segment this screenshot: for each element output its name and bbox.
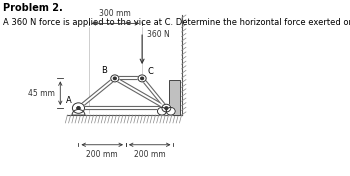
Text: C: C (147, 67, 153, 76)
Circle shape (162, 104, 171, 112)
Circle shape (77, 107, 80, 109)
Circle shape (111, 75, 119, 82)
Circle shape (138, 75, 146, 82)
Circle shape (141, 77, 144, 80)
Text: 360 N: 360 N (147, 30, 170, 39)
Bar (169, 80, 181, 115)
Circle shape (72, 103, 85, 113)
Text: A 360 N force is applied to the vice at C. Determine the horizontal force exerte: A 360 N force is applied to the vice at … (3, 18, 350, 27)
Text: A: A (65, 96, 71, 105)
Text: 45 mm: 45 mm (28, 89, 55, 98)
Text: B: B (101, 66, 107, 75)
Circle shape (166, 107, 175, 115)
Text: Problem 2.: Problem 2. (3, 3, 62, 13)
Circle shape (77, 107, 80, 109)
Text: 200 mm: 200 mm (86, 150, 118, 159)
Wedge shape (72, 109, 85, 115)
Text: 300 mm: 300 mm (99, 9, 131, 18)
Text: D: D (168, 90, 175, 99)
Circle shape (165, 107, 168, 109)
Circle shape (113, 77, 116, 80)
Circle shape (158, 107, 166, 115)
Text: 200 mm: 200 mm (134, 150, 166, 159)
